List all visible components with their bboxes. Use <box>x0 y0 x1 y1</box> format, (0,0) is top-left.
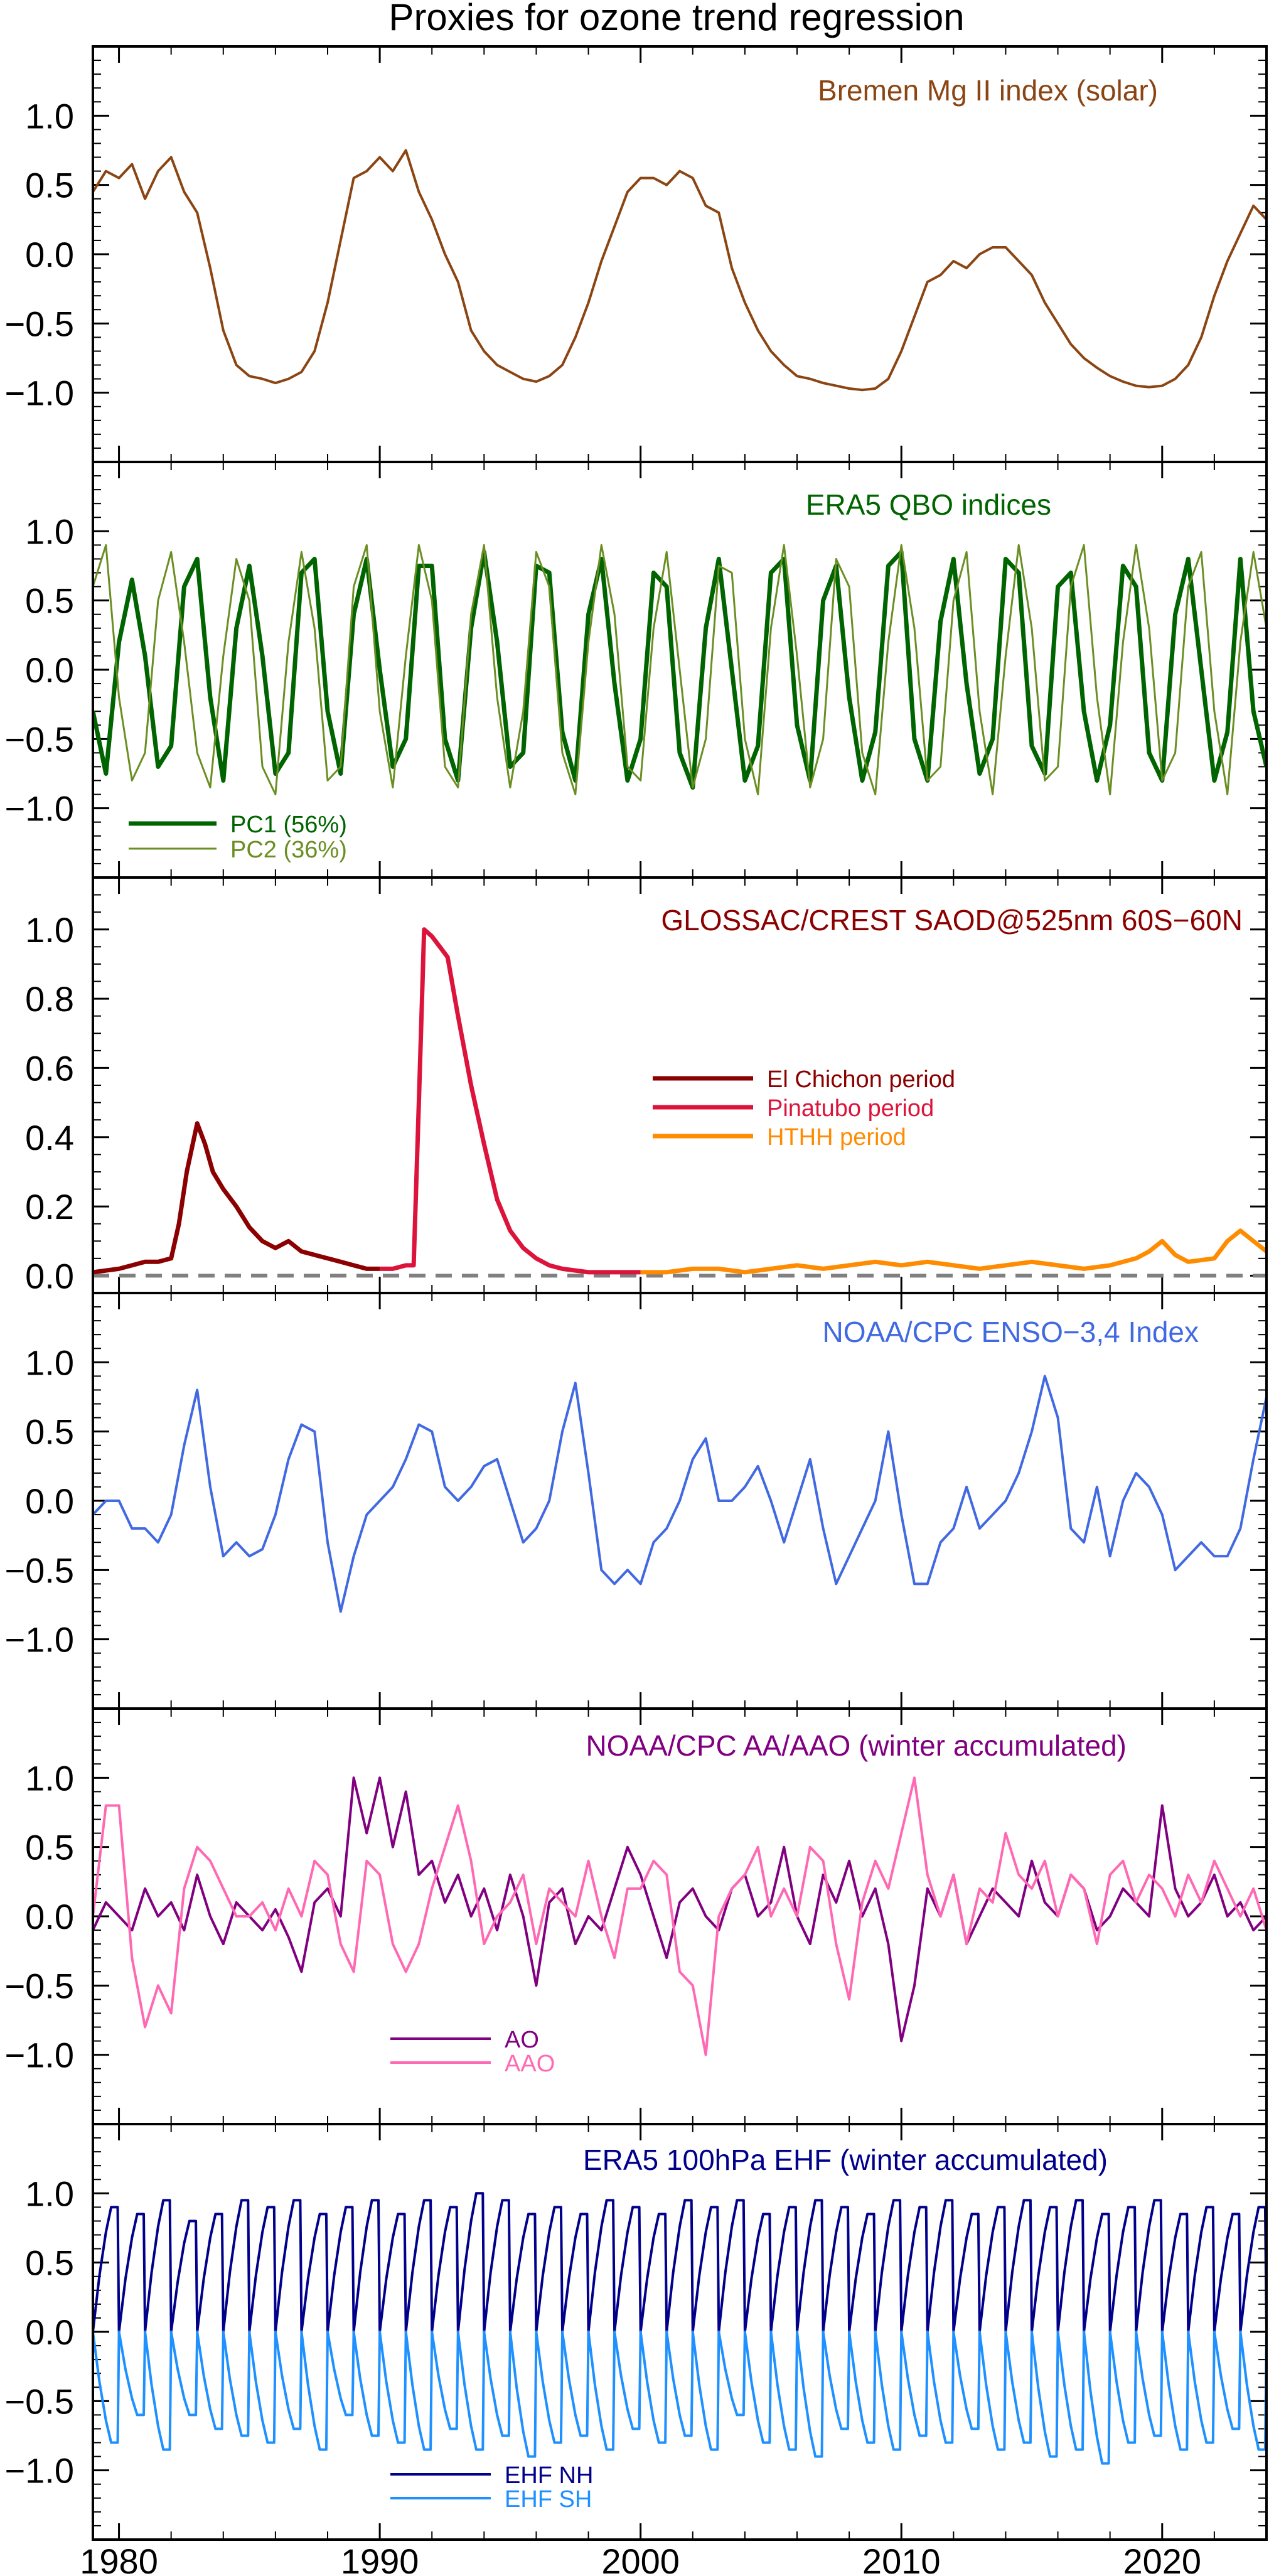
plot-area <box>93 149 1266 392</box>
y-tick-label: −0.5 <box>4 1550 74 1590</box>
y-tick-label: −1.0 <box>4 373 74 413</box>
series-line-2 <box>93 2331 1266 2465</box>
plot-area <box>93 927 1266 1278</box>
legend-label: PC1 (56%) <box>230 812 347 838</box>
y-tick-label: 0.5 <box>25 1828 74 1867</box>
panel-title: GLOSSAC/CREST SAOD@525nm 60S−60N <box>661 904 1243 936</box>
y-tick-label: −0.5 <box>4 2381 74 2421</box>
panels: 1.0 0.5 0.0 −0.5 −1.0 Bremen Mg II index (sol… <box>4 45 1268 2541</box>
legend-label: EHF NH <box>505 2462 593 2489</box>
series-line-2 <box>380 927 641 1275</box>
legend-label: AO <box>505 2027 539 2053</box>
y-tick-label: −1.0 <box>4 789 74 829</box>
series-line-1 <box>93 549 1266 790</box>
y-tick-label: −1.0 <box>4 1620 74 1660</box>
series-line-3 <box>640 1228 1266 1275</box>
plot-area <box>93 544 1266 796</box>
y-tick-label: −0.5 <box>4 304 74 343</box>
y-tick-label: −0.5 <box>4 719 74 759</box>
panel-title: Bremen Mg II index (solar) <box>818 74 1158 107</box>
y-tick-label: 0.0 <box>25 1481 74 1521</box>
plot-area <box>93 1776 1266 2056</box>
legend-label: PC2 (36%) <box>230 837 347 863</box>
series-line-1 <box>93 1121 380 1275</box>
legend-label: EHF SH <box>505 2486 592 2513</box>
series-line-1 <box>93 2192 1266 2333</box>
plot-area <box>93 2192 1266 2465</box>
x-tick-label: 2010 <box>862 2541 941 2576</box>
legend-label: Pinatubo period <box>767 1095 934 1122</box>
x-axis: 1980 1990 2000 2010 2020 <box>80 2541 1201 2576</box>
y-tick-label: 0.0 <box>25 235 74 274</box>
panel-frame <box>92 2123 1268 2541</box>
y-tick-label: 0.0 <box>25 1256 74 1296</box>
y-tick-label: 0.6 <box>25 1048 74 1088</box>
panel-6: 1.0 0.5 0.0 −0.5 −1.0 ERA5 100hPa EHF (winter… <box>4 2123 1268 2541</box>
y-tick-label: 0.5 <box>25 581 74 621</box>
x-tick-label: 1980 <box>80 2541 158 2576</box>
series-line-2 <box>93 1776 1266 2056</box>
series-line-1 <box>93 149 1266 392</box>
legend-label: El Chichon period <box>767 1066 955 1093</box>
legend-label: AAO <box>505 2051 555 2077</box>
y-tick-label: 1.0 <box>25 910 74 950</box>
legend-label: HTHH period <box>767 1124 906 1151</box>
y-tick-label: −1.0 <box>4 2036 74 2075</box>
y-tick-label: 0.0 <box>25 2312 74 2352</box>
series-line-2 <box>93 544 1266 796</box>
x-tick-label: 2000 <box>601 2541 680 2576</box>
panel-2: 1.0 0.5 0.0 −0.5 −1.0 ERA5 QBO indices PC1 (56… <box>4 461 1268 879</box>
y-tick-label: 0.8 <box>25 979 74 1019</box>
x-tick-label: 1990 <box>341 2541 419 2576</box>
y-tick-label: 1.0 <box>25 2174 74 2213</box>
panel-4: 1.0 0.5 0.0 −0.5 −1.0 NOAA/CPC ENSO−3,4 Index <box>4 1292 1268 1710</box>
y-tick-label: 1.0 <box>25 1758 74 1798</box>
panel-5: 1.0 0.5 0.0 −0.5 −1.0 NOAA/CPC AA/AAO (winter… <box>4 1707 1268 2125</box>
series-line-1 <box>93 1375 1266 1613</box>
y-tick-label: 0.5 <box>25 1412 74 1452</box>
y-tick-label: 0.0 <box>25 650 74 690</box>
y-tick-label: −1.0 <box>4 2451 74 2491</box>
x-tick-label: 2020 <box>1123 2541 1201 2576</box>
y-tick-label: 0.0 <box>25 1897 74 1936</box>
panel-title: ERA5 100hPa EHF (winter accumulated) <box>583 2144 1108 2176</box>
panel-title: NOAA/CPC ENSO−3,4 Index <box>822 1316 1199 1348</box>
y-tick-label: 0.5 <box>25 2243 74 2283</box>
panel-title: ERA5 QBO indices <box>806 488 1051 521</box>
panel-title: NOAA/CPC AA/AAO (winter accumulated) <box>586 1729 1127 1762</box>
y-tick-label: 0.2 <box>25 1187 74 1226</box>
y-tick-label: 1.0 <box>25 512 74 551</box>
y-tick-label: 0.5 <box>25 166 74 205</box>
panel-1: 1.0 0.5 0.0 −0.5 −1.0 Bremen Mg II index (sol… <box>4 45 1268 463</box>
figure-title: Proxies for ozone trend regression <box>388 0 964 38</box>
y-tick-label: 0.4 <box>25 1118 74 1157</box>
y-tick-label: 1.0 <box>25 1343 74 1382</box>
y-tick-label: −0.5 <box>4 1966 74 2005</box>
plot-area <box>93 1375 1266 1613</box>
y-tick-label: 1.0 <box>25 96 74 136</box>
